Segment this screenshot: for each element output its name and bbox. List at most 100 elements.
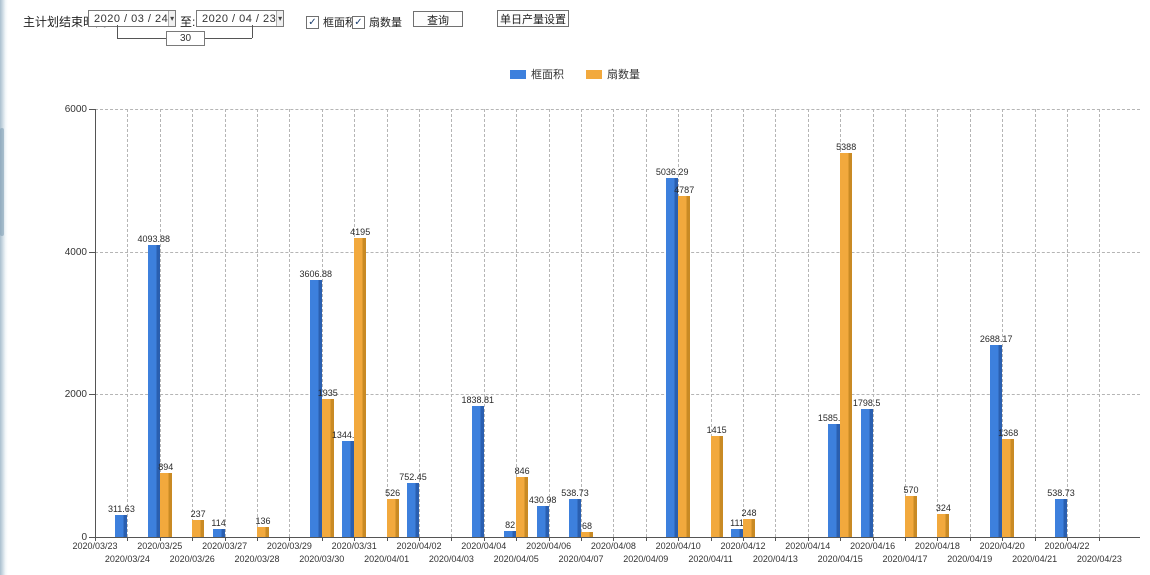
legend-item[interactable]: 扇数量: [586, 66, 640, 82]
bar-fan-quantity: [840, 152, 853, 537]
connector-line: [203, 38, 252, 39]
x-axis-label: 2020/04/08: [590, 541, 636, 551]
y-axis-tick: [89, 251, 95, 253]
x-axis-label: 2020/04/18: [914, 541, 960, 551]
x-axis-tick: [516, 537, 518, 541]
connector-line: [252, 25, 253, 38]
v-gridline: [483, 109, 485, 537]
y-axis-label: 6000: [64, 104, 87, 115]
bar-value-label: 111: [730, 518, 744, 529]
v-gridline: [807, 109, 809, 537]
v-gridline: [451, 109, 453, 537]
x-axis-label: 2020/03/23: [72, 541, 118, 551]
x-axis-tick: [613, 537, 615, 541]
bar-fan-quantity: [321, 398, 334, 537]
x-axis-tick: [807, 537, 809, 541]
checked-checkbox-icon[interactable]: ✓: [352, 15, 365, 29]
date-from-value[interactable]: 2020 / 03 / 24: [94, 12, 169, 25]
bar-value-label: 1798.5: [852, 397, 881, 408]
fan-checkbox-label: 扇数量: [369, 17, 402, 29]
to-label: 至:: [180, 15, 196, 29]
v-gridline: [1034, 109, 1036, 537]
x-axis-tick: [743, 537, 744, 541]
x-axis-tick: [451, 537, 453, 541]
x-axis-label: 2020/04/06: [526, 541, 572, 551]
v-gridline: [192, 109, 194, 537]
chevron-down-icon[interactable]: ▾: [168, 11, 175, 26]
x-axis-label: 2020/04/10: [655, 541, 701, 551]
bar-frame-area: [471, 405, 484, 537]
bar-value-label: 526: [385, 488, 401, 499]
bar-fan-quantity: [354, 237, 367, 537]
bar-frame-area: [536, 506, 549, 537]
bar-frame-area: [1055, 498, 1067, 537]
v-gridline: [257, 109, 258, 537]
legend-item[interactable]: 框面积: [510, 66, 564, 82]
x-axis-tick: [645, 537, 647, 541]
x-axis-label: 2020/04/01: [364, 554, 410, 564]
bar-value-label: 1838.81: [461, 394, 495, 405]
bar-value-label: 82: [505, 520, 516, 531]
x-axis-tick: [548, 537, 550, 541]
area-checkbox-group[interactable]: ✓ 框面积: [306, 14, 356, 30]
bar-value-label: 1344.95: [331, 430, 365, 441]
bar-value-label: 3606.88: [299, 268, 333, 279]
left-scrollbar-thumb[interactable]: [0, 128, 4, 236]
date-to-value[interactable]: 2020 / 04 / 23: [202, 12, 277, 25]
date-from-picker[interactable]: 2020 / 03 / 24 ▾: [88, 10, 176, 27]
y-axis-tick: [89, 394, 95, 396]
x-axis-label: 2020/04/17: [882, 554, 928, 564]
bar-fan-quantity: [386, 499, 399, 537]
interval-days-input[interactable]: 30: [166, 31, 205, 46]
bar-value-label: 1415: [706, 425, 727, 436]
daily-output-settings-button[interactable]: 单日产量设置: [497, 10, 569, 27]
date-to-picker[interactable]: 2020 / 04 / 23 ▾: [196, 10, 284, 27]
x-axis-label: 2020/04/23: [1076, 554, 1122, 564]
bar-fan-quantity: [905, 496, 917, 537]
bar-value-label: 237: [190, 509, 206, 520]
h-gridline: [95, 394, 1140, 396]
v-gridline: [224, 109, 226, 537]
x-axis-tick: [581, 537, 582, 541]
x-axis-tick: [386, 537, 388, 541]
bar-frame-area: [309, 279, 322, 537]
x-axis-label: 2020/03/29: [266, 541, 312, 551]
connector-line: [117, 38, 166, 39]
v-gridline: [1067, 109, 1068, 537]
bar-fan-quantity: [192, 520, 205, 537]
bar-value-label: 846: [514, 465, 530, 476]
bar-fan-quantity: [257, 527, 269, 537]
v-gridline: [516, 109, 518, 537]
fan-checkbox-group[interactable]: ✓ 扇数量: [352, 14, 402, 30]
bar-fan-quantity: [581, 532, 593, 537]
x-axis-label: 2020/04/19: [947, 554, 993, 564]
x-axis-label: 2020/03/31: [331, 541, 377, 551]
bar-frame-area: [666, 177, 679, 537]
h-gridline: [95, 251, 1140, 253]
x-axis-label: 2020/04/15: [817, 554, 863, 564]
x-axis-tick: [419, 537, 420, 541]
x-axis-tick: [872, 537, 874, 541]
v-gridline: [386, 109, 388, 537]
v-gridline: [937, 109, 939, 537]
x-axis-label: 2020/03/26: [169, 554, 215, 564]
legend-label: 扇数量: [607, 69, 640, 81]
bar-value-label: 752.45: [399, 472, 427, 483]
chevron-down-icon[interactable]: ▾: [276, 11, 283, 26]
bar-value-label: 5388: [836, 141, 857, 152]
x-axis-label: 2020/04/20: [979, 541, 1025, 551]
query-button[interactable]: 查询: [413, 11, 463, 27]
x-axis-label: 2020/03/27: [202, 541, 248, 551]
x-axis-label: 2020/04/07: [558, 554, 604, 564]
bar-value-label: 114: [211, 517, 226, 528]
bar-value-label: 324: [935, 502, 951, 513]
y-axis-label: 2000: [64, 389, 87, 401]
bar-fan-quantity: [516, 476, 529, 537]
v-gridline: [775, 109, 777, 537]
bar-value-label: 430.98: [528, 495, 557, 506]
checked-checkbox-icon[interactable]: ✓: [306, 15, 319, 29]
x-axis-tick: [937, 537, 939, 541]
x-axis-tick: [710, 537, 712, 541]
bar-value-label: 248: [741, 508, 757, 519]
